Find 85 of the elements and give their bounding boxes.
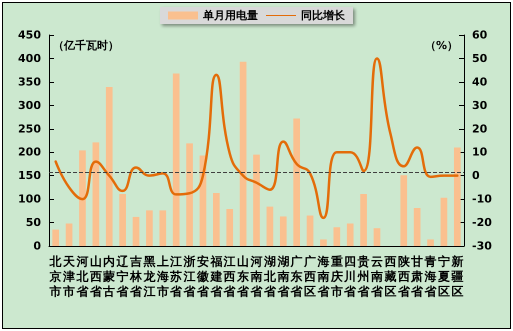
bar: [374, 228, 380, 246]
y-tick-label: 150: [18, 169, 42, 182]
y2-tick-label: 40: [472, 75, 488, 88]
x-tick-label: 陕西省: [396, 254, 411, 298]
bar: [92, 142, 100, 246]
bar: [226, 208, 234, 246]
x-tick-label: 河南省: [250, 254, 264, 298]
x-tick-label: 江苏省: [169, 254, 184, 298]
y2-tick-label: 20: [472, 122, 488, 136]
y2-tick-label: 50: [472, 52, 488, 65]
bar: [400, 175, 408, 246]
x-tick-label: 山西省: [88, 254, 103, 298]
bar: [320, 239, 327, 246]
bar: [186, 143, 193, 246]
bar: [52, 230, 60, 246]
y-tick-label: 450: [18, 28, 42, 42]
bar: [253, 154, 260, 246]
y2-tick-label: 10: [472, 146, 488, 159]
y-axis-title: （亿千瓦时）: [53, 39, 119, 52]
x-tick-label: 青海省: [424, 254, 438, 298]
x-tick-label: 吉林省: [129, 254, 144, 298]
x-tick-label: 湖南省: [276, 254, 290, 298]
x-tick-label: 贵州省: [356, 254, 371, 298]
bar: [333, 227, 340, 246]
legend-label: 单月用电量: [202, 9, 258, 22]
bar: [346, 223, 354, 246]
x-tick-label: 云南省: [370, 254, 384, 298]
y2-tick-label: -20: [472, 216, 492, 230]
y2-tick-label: 0: [472, 169, 480, 182]
bar: [106, 87, 113, 246]
bar: [79, 150, 86, 246]
bar: [212, 193, 220, 246]
x-tick-label: 江西省: [222, 254, 237, 298]
x-tick-label: 福建省: [209, 254, 224, 298]
x-tick-label: 安徽省: [196, 254, 210, 298]
y2-tick-label: 60: [472, 28, 488, 42]
x-tick-label: 宁夏区: [436, 254, 450, 298]
y-tick-label: 300: [18, 98, 42, 112]
y2-axis-title: （%）: [424, 39, 458, 52]
x-tick-label: 北京市: [48, 254, 63, 298]
x-tick-label: 湖北省: [262, 254, 277, 298]
x-tick-label: 浙江省: [182, 254, 197, 298]
x-tick-label: 黑龙江: [142, 254, 156, 298]
x-tick-label: 四川省: [343, 254, 358, 298]
bar: [360, 194, 367, 246]
bar: [414, 208, 420, 246]
bar: [119, 194, 126, 246]
y-tick-label: 250: [18, 122, 42, 136]
x-tick-label: 西藏区: [383, 254, 396, 298]
x-tick-label: 河北省: [75, 254, 90, 298]
bar: [293, 118, 300, 246]
y2-tick-label: 30: [472, 98, 488, 112]
bar: [306, 216, 314, 246]
x-tick-label: 山东省: [236, 254, 250, 298]
y-tick-label: 0: [33, 240, 42, 252]
bar: [132, 216, 140, 246]
bar: [266, 206, 274, 246]
x-tick-label: 甘肃省: [410, 254, 424, 298]
x-tick-label: 广东省: [290, 254, 304, 298]
line-series: [54, 57, 459, 220]
x-tick-label: 辽宁省: [116, 254, 130, 298]
bar: [440, 198, 448, 246]
bar: [454, 148, 461, 246]
y2-tick-label: -10: [472, 192, 492, 206]
bar: [427, 239, 434, 246]
bar: [66, 223, 72, 246]
bar: [146, 210, 153, 246]
y2-tick-label: -30: [472, 240, 492, 252]
bar: [172, 73, 180, 246]
y-tick-label: 50: [26, 216, 42, 230]
x-tick-label: 新疆区: [450, 254, 464, 298]
x-tick-label: 天津市: [62, 254, 76, 298]
legend-label: 同比增长: [301, 9, 346, 22]
x-tick-label: 海南省: [316, 254, 330, 298]
x-tick-label: 重庆市: [330, 254, 343, 298]
y-tick-label: 400: [18, 52, 42, 65]
y-tick-label: 100: [18, 192, 42, 206]
bar: [240, 62, 246, 246]
y-tick-label: 200: [18, 146, 42, 159]
x-tick-label: 内蒙古: [102, 254, 116, 298]
y-tick-label: 350: [18, 75, 42, 88]
bar: [159, 210, 166, 246]
x-tick-label: 广西区: [303, 254, 316, 298]
x-tick-label: 上海市: [156, 254, 169, 298]
bar: [280, 216, 287, 246]
